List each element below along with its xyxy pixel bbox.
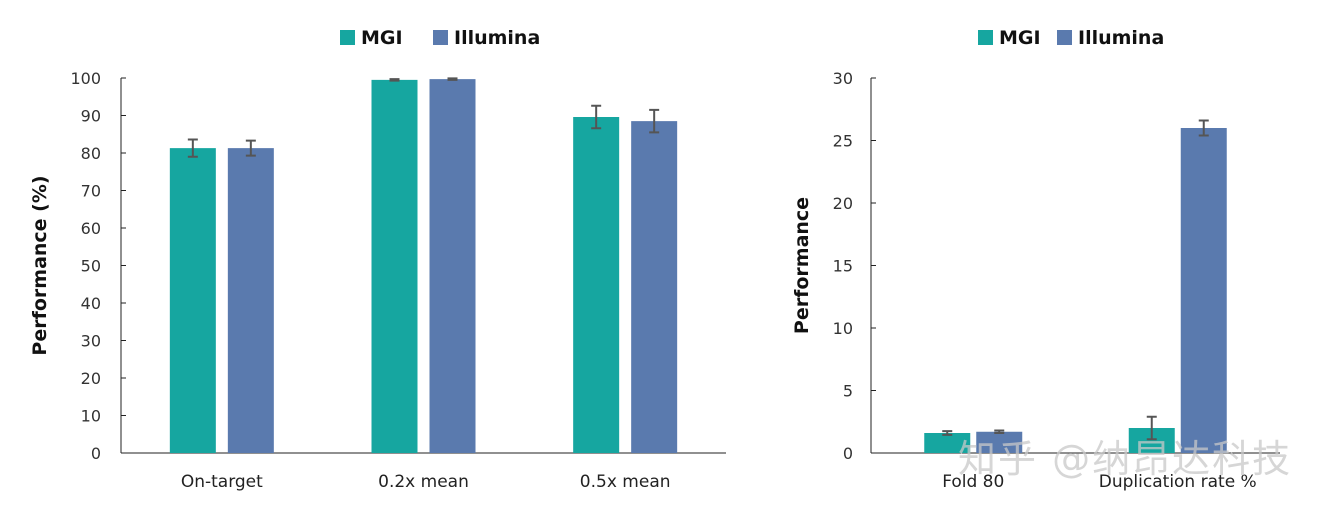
legend-swatch-mgi (340, 30, 355, 45)
y-tick-label: 60 (81, 219, 101, 238)
y-tick-label: 40 (81, 294, 101, 313)
y-axis-label: Performance (%) (29, 175, 51, 355)
x-category-label: 0.5x mean (580, 472, 671, 492)
x-category-label: Duplication rate % (1099, 472, 1257, 492)
bar-mgi (573, 117, 620, 453)
bar-mgi (924, 433, 971, 453)
y-tick-label: 10 (81, 407, 101, 426)
x-category-label: Fold 80 (942, 472, 1004, 492)
legend-label-mgi: MGI (361, 27, 403, 49)
bar-illumina (429, 79, 476, 453)
legend-swatch-illumina (1057, 30, 1072, 45)
legend-swatch-illumina (433, 30, 448, 45)
legend-swatch-mgi (978, 30, 993, 45)
y-tick-label: 70 (81, 182, 101, 201)
y-tick-label: 90 (81, 107, 101, 126)
y-tick-label: 20 (833, 194, 853, 213)
bar-illumina (1180, 128, 1227, 453)
y-tick-label: 30 (833, 69, 853, 88)
bar-illumina (227, 148, 274, 453)
bar-illumina (976, 431, 1023, 453)
legend-label-illumina: Illumina (1078, 27, 1164, 49)
y-tick-label: 15 (833, 257, 853, 276)
y-tick-label: 5 (843, 382, 853, 401)
y-tick-label: 50 (81, 257, 101, 276)
watermark: 知乎 @纳昂达科技 (958, 437, 1293, 481)
y-tick-label: 0 (843, 444, 853, 463)
x-category-label: 0.2x mean (378, 472, 469, 492)
bar-mgi (371, 79, 418, 453)
legend-label-illumina: Illumina (454, 27, 540, 49)
y-tick-label: 25 (833, 132, 853, 151)
y-axis-label: Performance (791, 197, 813, 334)
legend-label-mgi: MGI (999, 27, 1041, 49)
y-tick-label: 20 (81, 369, 101, 388)
y-tick-label: 30 (81, 332, 101, 351)
bar-mgi (169, 148, 216, 453)
y-tick-label: 0 (91, 444, 101, 463)
bar-illumina (631, 121, 678, 453)
x-category-label: On-target (181, 472, 263, 492)
y-tick-label: 100 (70, 69, 101, 88)
y-tick-label: 80 (81, 144, 101, 163)
y-tick-label: 10 (833, 319, 853, 338)
